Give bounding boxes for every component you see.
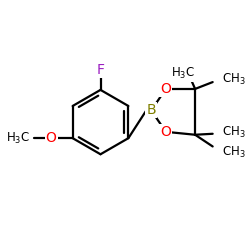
Text: H$_3$C: H$_3$C: [171, 66, 196, 80]
Text: CH$_3$: CH$_3$: [222, 72, 246, 87]
Text: H$_3$C: H$_3$C: [6, 130, 30, 146]
Text: O: O: [160, 125, 171, 139]
Text: CH$_3$: CH$_3$: [222, 125, 246, 140]
Text: O: O: [46, 131, 56, 145]
Text: O: O: [160, 82, 171, 96]
Text: F: F: [96, 64, 104, 78]
Text: B: B: [146, 103, 156, 117]
Text: CH$_3$: CH$_3$: [222, 145, 246, 160]
